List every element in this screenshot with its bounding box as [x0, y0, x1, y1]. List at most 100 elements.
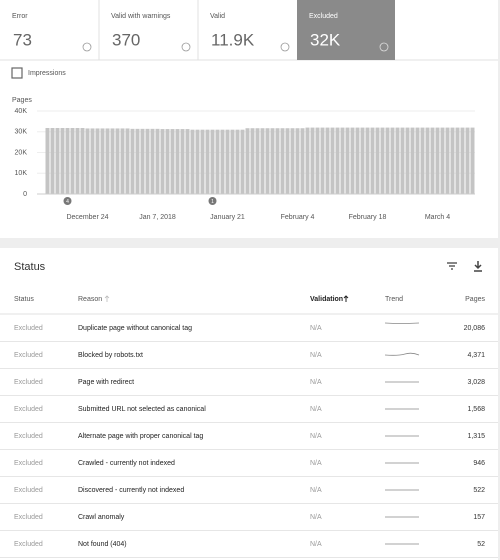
- pages-cell[interactable]: 3,028: [467, 379, 485, 386]
- column-header[interactable]: Reason: [78, 296, 102, 303]
- column-header[interactable]: Validation: [310, 296, 343, 303]
- bar: [380, 127, 385, 194]
- bar: [220, 129, 225, 194]
- bar: [190, 129, 195, 194]
- status-cell[interactable]: Excluded: [14, 433, 43, 440]
- bar: [75, 128, 80, 194]
- status-cell[interactable]: Excluded: [14, 460, 43, 467]
- bar: [195, 129, 200, 194]
- pages-cell[interactable]: 20,086: [464, 325, 486, 332]
- bar: [430, 127, 435, 194]
- status-cell[interactable]: Excluded: [14, 352, 43, 359]
- reason-cell[interactable]: Crawled - currently not indexed: [78, 460, 175, 467]
- validation-cell[interactable]: N/A: [310, 460, 322, 467]
- checkbox[interactable]: [11, 67, 23, 79]
- help-icon[interactable]: [82, 42, 92, 52]
- validation-cell[interactable]: N/A: [310, 541, 322, 548]
- pages-cell[interactable]: 52: [477, 541, 485, 548]
- bar: [450, 127, 455, 194]
- reason-cell[interactable]: Duplicate page without canonical tag: [78, 325, 192, 332]
- trend-line: [384, 352, 420, 356]
- bar: [180, 129, 185, 194]
- status-cell[interactable]: Excluded: [14, 325, 43, 332]
- bar: [400, 127, 405, 194]
- card-value[interactable]: 370: [112, 30, 140, 49]
- status-cell[interactable]: Excluded: [14, 541, 43, 548]
- annotation-label[interactable]: 4: [66, 199, 69, 205]
- reason-cell[interactable]: Discovered - currently not indexed: [78, 487, 184, 494]
- sort-arrow: [343, 295, 349, 302]
- bar: [265, 128, 270, 194]
- bar: [320, 127, 325, 194]
- help-icon[interactable]: [181, 42, 191, 52]
- validation-cell[interactable]: N/A: [310, 352, 322, 359]
- bar: [365, 127, 370, 194]
- bar: [170, 129, 175, 194]
- download-icon[interactable]: [474, 261, 482, 272]
- reason-cell[interactable]: Not found (404): [78, 541, 127, 548]
- reason-cell[interactable]: Submitted URL not selected as canonical: [78, 406, 206, 413]
- bar: [45, 128, 50, 194]
- bar: [60, 128, 65, 194]
- card-label[interactable]: Valid with warnings: [111, 13, 171, 20]
- annotation-marker[interactable]: [208, 197, 217, 205]
- bar: [375, 127, 380, 194]
- annotation-marker[interactable]: [63, 197, 72, 205]
- pages-cell[interactable]: 946: [473, 460, 485, 467]
- y-tick-label: 20K: [15, 149, 28, 156]
- bar: [65, 128, 70, 194]
- status-cell[interactable]: Excluded: [14, 514, 43, 521]
- column-header[interactable]: Pages: [465, 296, 485, 303]
- card-label[interactable]: Valid: [210, 13, 225, 20]
- card-value[interactable]: 11.9K: [211, 30, 255, 49]
- x-tick-label: Jan 7, 2018: [139, 214, 176, 221]
- column-header[interactable]: Trend: [385, 296, 403, 303]
- checkbox-label[interactable]: Impressions: [28, 70, 66, 77]
- x-tick-label: March 4: [425, 214, 450, 221]
- reason-cell[interactable]: Alternate page with proper canonical tag: [78, 433, 203, 440]
- validation-cell[interactable]: N/A: [310, 514, 322, 521]
- status-cell[interactable]: Excluded: [14, 406, 43, 413]
- card-label[interactable]: Excluded: [309, 13, 338, 20]
- pages-cell[interactable]: 4,371: [467, 352, 485, 359]
- annotation-label[interactable]: 1: [211, 199, 214, 205]
- validation-cell[interactable]: N/A: [310, 325, 322, 332]
- status-cell[interactable]: Excluded: [14, 379, 43, 386]
- reason-cell[interactable]: Blocked by robots.txt: [78, 352, 143, 359]
- bar: [360, 127, 365, 194]
- pages-cell[interactable]: 1,568: [467, 406, 485, 413]
- bar: [370, 127, 375, 194]
- help-icon[interactable]: [280, 42, 290, 52]
- selected-card[interactable]: [297, 0, 395, 60]
- bar: [240, 129, 245, 194]
- status-card: [0, 248, 498, 560]
- filter-icon[interactable]: [447, 262, 457, 270]
- bar: [205, 129, 210, 194]
- bar: [270, 128, 275, 194]
- pages-cell[interactable]: 1,315: [467, 433, 485, 440]
- bar: [100, 128, 105, 194]
- pages-cell[interactable]: 522: [473, 487, 485, 494]
- status-cell[interactable]: Excluded: [14, 487, 43, 494]
- bar: [110, 128, 115, 194]
- reason-cell[interactable]: Page with redirect: [78, 379, 134, 386]
- help-icon[interactable]: [379, 42, 389, 52]
- validation-cell[interactable]: N/A: [310, 406, 322, 413]
- bar: [200, 129, 205, 194]
- pages-cell[interactable]: 157: [473, 514, 485, 521]
- bar: [165, 129, 170, 194]
- bar: [345, 127, 350, 194]
- card-value[interactable]: 73: [13, 30, 32, 49]
- bar: [120, 128, 125, 194]
- bar: [425, 127, 430, 194]
- card-value[interactable]: 32K: [310, 30, 341, 49]
- column-header[interactable]: Status: [14, 296, 34, 303]
- validation-cell[interactable]: N/A: [310, 433, 322, 440]
- validation-cell[interactable]: N/A: [310, 487, 322, 494]
- validation-cell[interactable]: N/A: [310, 379, 322, 386]
- bar: [105, 128, 110, 194]
- card-label[interactable]: Error: [12, 13, 28, 20]
- reason-cell[interactable]: Crawl anomaly: [78, 514, 125, 521]
